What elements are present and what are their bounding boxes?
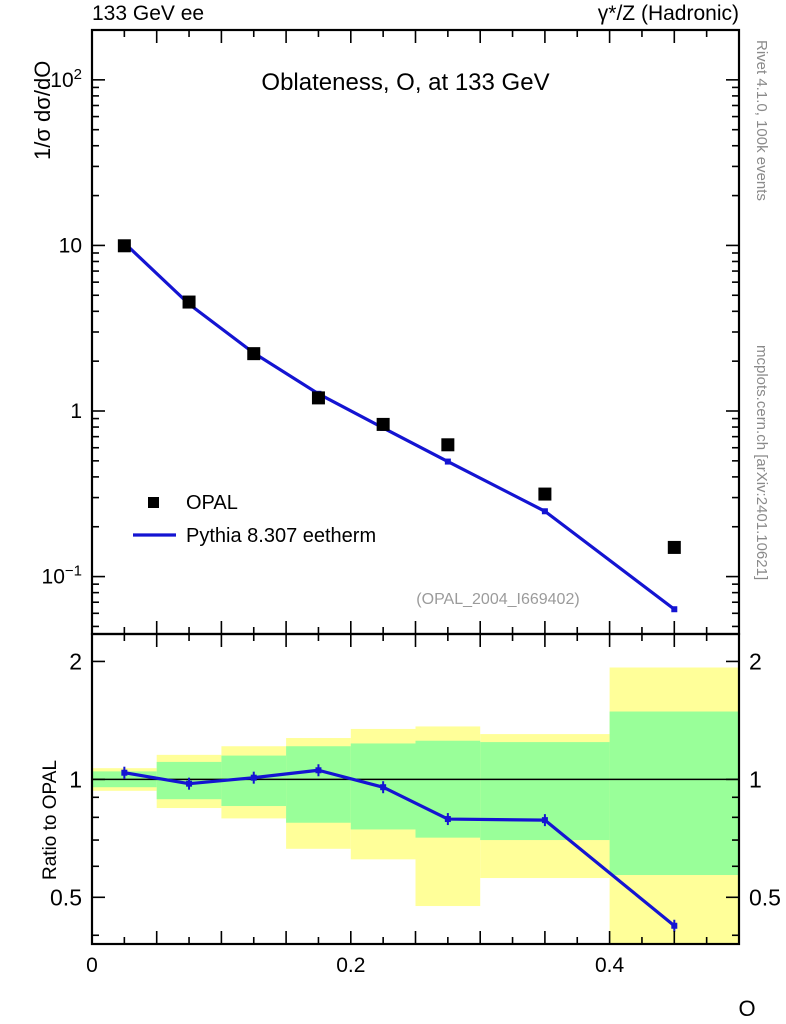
main-y-tick-label: 102 [50,66,82,92]
legend-label-pythia: Pythia 8.307 eetherm [186,525,376,547]
analysis-watermark: (OPAL_2004_I669402) [416,591,579,608]
data-point-marker [376,417,390,431]
ratio-band-inner [286,746,351,823]
main-y-tick-label: 10 [59,234,82,257]
data-point-marker [182,295,196,309]
main-y-tick-label: 1 [70,400,82,423]
ratio-y-tick-label: 0.5 [50,884,82,910]
legend-marker-opal [148,497,159,508]
data-point-marker [117,239,131,253]
main-y-tick-label: 10−1 [42,563,82,589]
ratio-curve [124,768,676,927]
ratio-y-tick-label: 1 [69,766,82,792]
data-point-marker [311,391,325,405]
mc-point-marker [671,606,678,613]
x-tick-label: 0.4 [595,954,625,977]
x-axis-title: O [738,996,755,1021]
header-left-label: 133 GeV ee [92,2,205,25]
data-point-marker [538,487,552,501]
x-tick-label: 0 [86,954,98,977]
main-plot-title: Oblateness, O, at 133 GeV [261,69,549,96]
legend-label-opal: OPAL [186,492,238,514]
ratio-band-inner [609,711,739,876]
mc-curve-main [123,241,676,611]
ratio-y-tick-label-right: 1 [749,766,762,792]
mc-point-marker [444,458,451,465]
mc-point-marker [541,508,548,515]
x-tick-label: 0.2 [336,954,365,977]
ratio-y-tick-label: 2 [69,648,82,674]
ratio-y-tick-label-right: 2 [749,648,762,674]
data-point-marker [441,438,455,452]
ratio-y-tick-label-right: 0.5 [749,884,781,910]
header-right-label: γ*/Z (Hadronic) [597,2,739,25]
data-point-marker [247,347,261,361]
data-point-marker [667,540,681,554]
